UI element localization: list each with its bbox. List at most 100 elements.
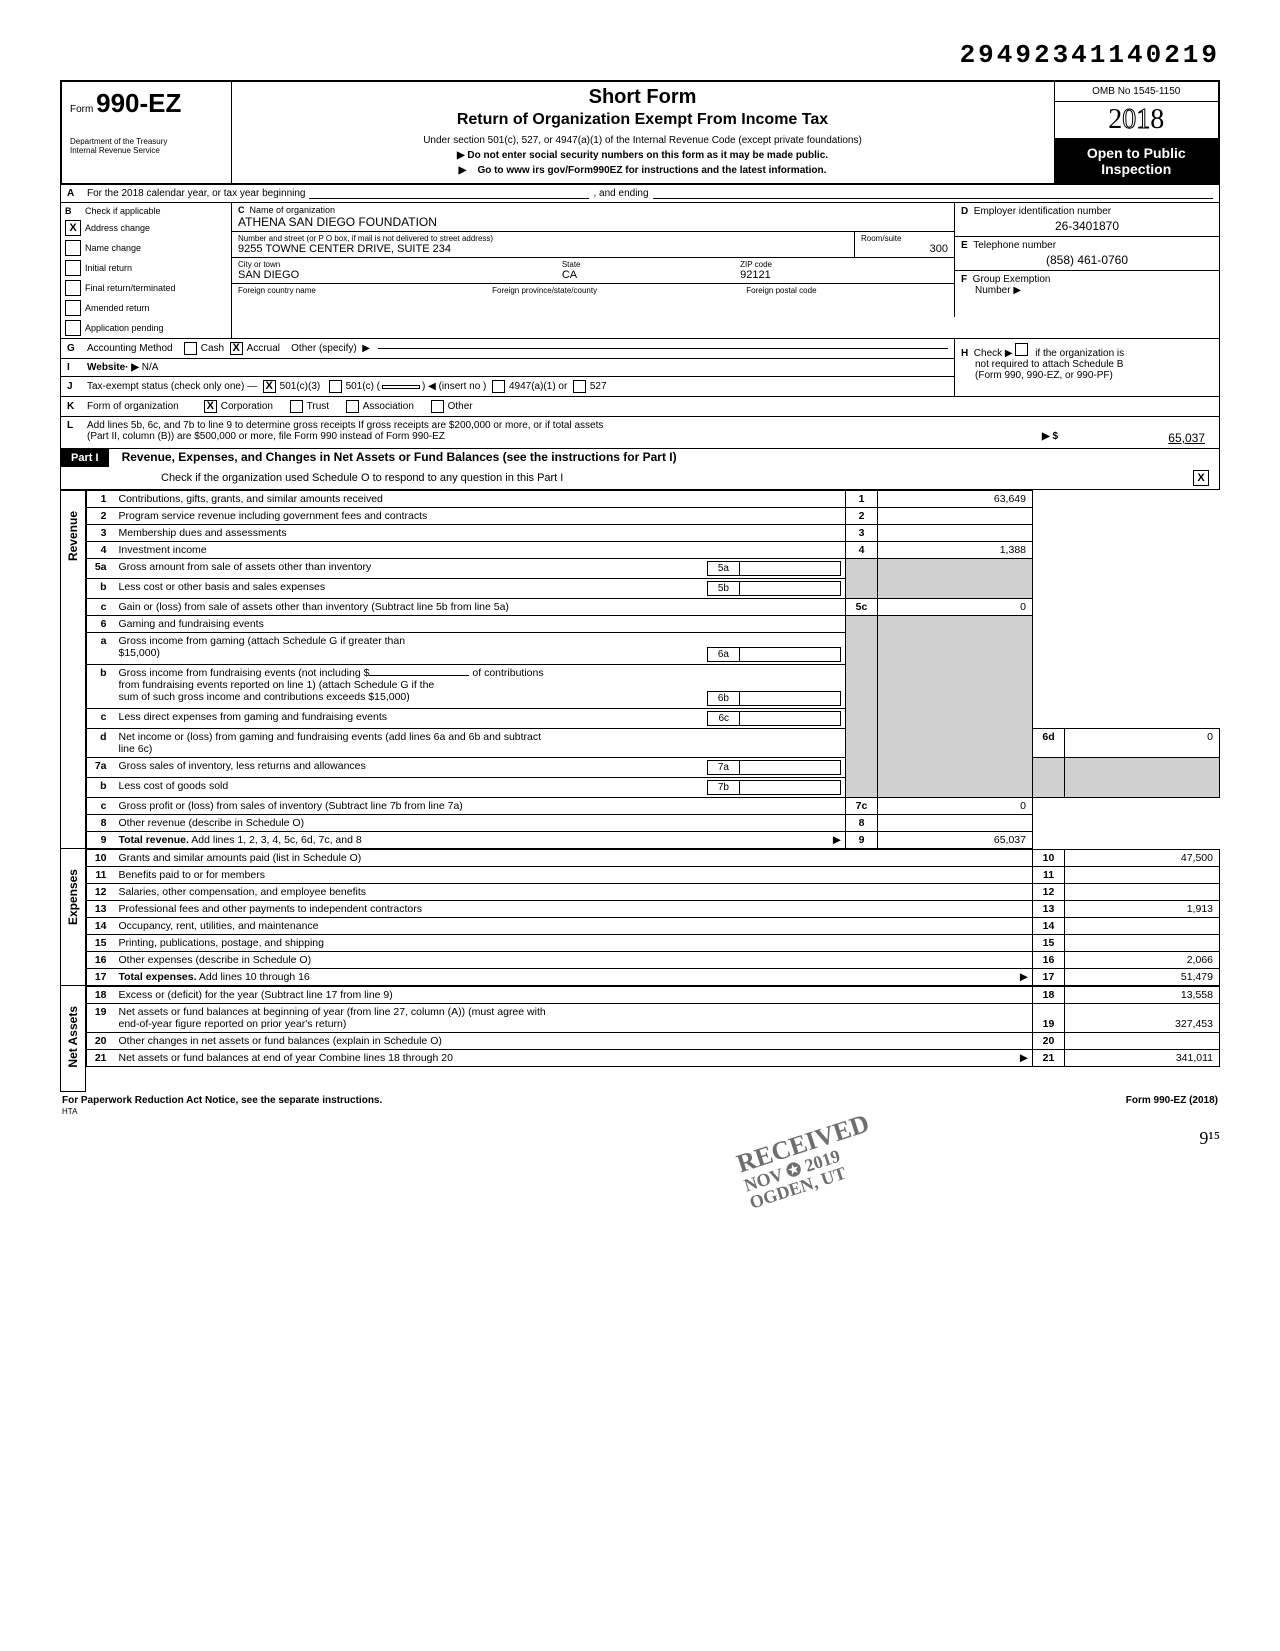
label-l: L xyxy=(67,420,87,431)
j-c: 501(c) ( xyxy=(346,381,380,392)
d-box: D Employer identification number 26-3401… xyxy=(954,203,1219,237)
sidebar-netassets: Net Assets xyxy=(60,986,86,1092)
k-text: Form of organization xyxy=(87,401,179,412)
h-t1: Check ▶ xyxy=(974,348,1013,359)
title-note3: ▶ Go to www irs gov/Form990EZ for instru… xyxy=(242,165,1044,176)
g-other-blank[interactable] xyxy=(378,348,948,349)
cb-application-pending[interactable] xyxy=(65,320,81,336)
c-street: Number and street (or P O box, if mail i… xyxy=(232,232,854,258)
cb-corp[interactable]: X xyxy=(204,400,217,413)
c-name-row: C Name of organization ATHENA SAN DIEGO … xyxy=(232,203,954,232)
line-11: 11Benefits paid to or for members11 xyxy=(87,867,1220,884)
cb-4947[interactable] xyxy=(492,380,505,393)
c-fpostal: Foreign postal code xyxy=(740,284,954,311)
rowa-blank1[interactable] xyxy=(309,188,589,199)
h-t3: not required to attach Schedule B xyxy=(961,359,1123,370)
footer-hta: HTA xyxy=(62,1107,77,1116)
insert-no[interactable] xyxy=(382,385,420,389)
g-accrual: Accrual xyxy=(247,343,280,354)
line-6: 6Gaming and fundraising events xyxy=(87,616,1220,633)
cb-amended-return[interactable] xyxy=(65,300,81,316)
label-j: J xyxy=(67,381,87,392)
footer: For Paperwork Reduction Act Notice, see … xyxy=(60,1092,1220,1120)
row-j: J Tax-exempt status (check only one) — X… xyxy=(61,377,954,396)
line-6d: dNet income or (loss) from gaming and fu… xyxy=(87,729,1220,758)
k-other: Other xyxy=(448,401,473,412)
cb-schedule-o[interactable]: X xyxy=(1193,470,1209,486)
org-name: ATHENA SAN DIEGO FOUNDATION xyxy=(238,215,948,229)
line-15: 15Printing, publications, postage, and s… xyxy=(87,935,1220,952)
revenue-section: Revenue 1Contributions, gifts, grants, a… xyxy=(60,490,1220,849)
cb-trust[interactable] xyxy=(290,400,303,413)
h-t2: if the organization is xyxy=(1035,348,1124,359)
b-item-0: Address change xyxy=(85,223,150,233)
e-head: Telephone number xyxy=(973,240,1056,251)
cb-501c[interactable] xyxy=(329,380,342,393)
line-17: 17Total expenses. Add lines 10 through 1… xyxy=(87,969,1220,986)
row-g: G Accounting Method Cash XAccrual Other … xyxy=(61,339,954,359)
line-18: 18Excess or (deficit) for the year (Subt… xyxy=(87,987,1220,1004)
rowa-pre: For the 2018 calendar year, or tax year … xyxy=(87,188,305,199)
l-t2: (Part II, column (B)) are $500,000 or mo… xyxy=(87,431,1042,445)
cb-h[interactable] xyxy=(1015,343,1028,356)
l-arrow: ▶ $ xyxy=(1042,431,1058,445)
cb-cash[interactable] xyxy=(184,342,197,355)
k-corp: Corporation xyxy=(221,401,273,412)
inspect: Open to PublicInspection xyxy=(1055,139,1219,183)
j-insert: ) ◀ (insert no ) xyxy=(422,381,486,392)
cb-final-return[interactable] xyxy=(65,280,81,296)
b-item-3: Final return/terminated xyxy=(85,283,176,293)
label-f: F xyxy=(961,274,967,285)
label-b: B xyxy=(65,206,85,216)
sidebar-expenses: Expenses xyxy=(60,849,86,986)
part1-header: Part I Revenue, Expenses, and Changes in… xyxy=(60,449,1220,490)
title-box: Short Form Return of Organization Exempt… xyxy=(231,81,1054,184)
cb-accrual[interactable]: X xyxy=(230,342,243,355)
zip-lbl: ZIP code xyxy=(740,260,948,269)
street-lbl: Number and street (or P O box, if mail i… xyxy=(238,234,848,243)
line-5b: bLess cost or other basis and sales expe… xyxy=(87,579,1220,599)
cb-527[interactable] xyxy=(573,380,586,393)
label-a: A xyxy=(67,188,87,199)
line-12: 12Salaries, other compensation, and empl… xyxy=(87,884,1220,901)
b-head: Check if applicable xyxy=(85,206,161,216)
part1-check-text: Check if the organization used Schedule … xyxy=(161,472,1193,484)
line-5c: cGain or (loss) from sale of assets othe… xyxy=(87,599,1220,616)
cb-address-change[interactable]: X xyxy=(65,220,81,236)
g-text: Accounting Method xyxy=(87,343,173,354)
cb-name-change[interactable] xyxy=(65,240,81,256)
part1-tag: Part I xyxy=(61,449,109,467)
h-t4: (Form 990, 990-EZ, or 990-PF) xyxy=(961,370,1113,381)
line-16: 16Other expenses (describe in Schedule O… xyxy=(87,952,1220,969)
cb-other[interactable] xyxy=(431,400,444,413)
title-sub: Return of Organization Exempt From Incom… xyxy=(242,111,1044,129)
label-g: G xyxy=(67,343,87,354)
section-bcde: BCheck if applicable XAddress change Nam… xyxy=(60,203,1220,339)
b-item-5: Application pending xyxy=(85,323,164,333)
cb-assoc[interactable] xyxy=(346,400,359,413)
street-val: 9255 TOWNE CENTER DRIVE, SUITE 234 xyxy=(238,243,848,255)
label-k: K xyxy=(67,401,87,412)
form-prefix: Form xyxy=(70,104,93,115)
j-527: 527 xyxy=(590,381,607,392)
c-state: State CA xyxy=(556,258,734,284)
title-main: Short Form xyxy=(242,86,1044,109)
line-2: 2Program service revenue including gover… xyxy=(87,508,1220,525)
g-cash: Cash xyxy=(201,343,224,354)
line-3: 3Membership dues and assessments3 xyxy=(87,525,1220,542)
j-a1: 4947(a)(1) or xyxy=(509,381,567,392)
line-5a: 5aGross amount from sale of assets other… xyxy=(87,559,1220,579)
cb-initial-return[interactable] xyxy=(65,260,81,276)
state-val: CA xyxy=(562,269,728,281)
cb-501c3[interactable]: X xyxy=(263,380,276,393)
footer-left: For Paperwork Reduction Act Notice, see … xyxy=(62,1095,382,1106)
omb-box: OMB No 1545-1150 2018 Open to PublicInsp… xyxy=(1054,81,1219,184)
omb: OMB No 1545-1150 xyxy=(1055,82,1219,102)
city-lbl: City or town xyxy=(238,260,550,269)
rowa-blank2[interactable] xyxy=(653,188,1213,199)
c-city: City or town SAN DIEGO xyxy=(232,258,556,284)
title-note2: ▶ Do not enter social security numbers o… xyxy=(242,150,1044,161)
phone: (858) 461-0760 xyxy=(961,251,1213,267)
line-10: 10Grants and similar amounts paid (list … xyxy=(87,850,1220,867)
page-number: 9¹⁵ xyxy=(60,1128,1220,1149)
